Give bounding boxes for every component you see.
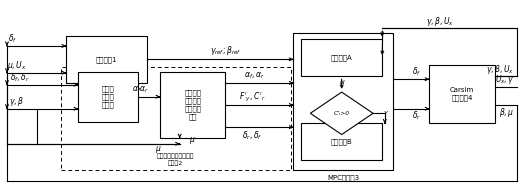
Bar <box>429 65 495 123</box>
Text: N: N <box>340 80 344 85</box>
Text: Carsim
汽车模型4: Carsim 汽车模型4 <box>450 87 474 101</box>
Polygon shape <box>310 92 373 134</box>
Bar <box>66 36 147 83</box>
Text: $\gamma,\beta,U_x$: $\gamma,\beta,U_x$ <box>425 15 454 28</box>
Text: $\delta_r,\delta_f$: $\delta_r,\delta_f$ <box>243 129 263 142</box>
Text: $\delta_f$: $\delta_f$ <box>7 32 17 45</box>
Text: 预测模型B: 预测模型B <box>331 139 353 145</box>
Text: $\alpha_f,\alpha_r$: $\alpha_f,\alpha_r$ <box>244 70 265 81</box>
Text: $\alpha_f\alpha_r$: $\alpha_f\alpha_r$ <box>133 84 149 94</box>
Text: $\mu,U_x$: $\mu,U_x$ <box>6 59 26 72</box>
Text: 轮胎侧向
力和侧偏
局度计算
模块: 轮胎侧向 力和侧偏 局度计算 模块 <box>184 89 201 121</box>
Text: 轮胎侧向力和侧偏局度
处理剹2: 轮胎侧向力和侧偏局度 处理剹2 <box>157 153 194 166</box>
Bar <box>301 124 382 160</box>
Bar <box>293 33 392 170</box>
Text: Y: Y <box>384 111 387 116</box>
Text: $\delta_f,\delta_r$: $\delta_f,\delta_r$ <box>10 71 30 84</box>
Text: 参考模型1: 参考模型1 <box>96 56 117 63</box>
Text: $\gamma,\beta,U_x$: $\gamma,\beta,U_x$ <box>486 62 515 76</box>
Text: $F'_y,C'_r$: $F'_y,C'_r$ <box>239 91 266 104</box>
Text: $\mu$: $\mu$ <box>190 135 196 147</box>
Text: $\gamma_{ref};\beta_{ref}$: $\gamma_{ref};\beta_{ref}$ <box>210 44 241 57</box>
Bar <box>301 39 382 76</box>
Text: C’ᵣ>0: C’ᵣ>0 <box>334 111 350 116</box>
Bar <box>78 72 138 122</box>
Text: $\mu$: $\mu$ <box>156 144 162 155</box>
Text: $\delta_f$: $\delta_f$ <box>411 65 421 78</box>
Text: $\gamma,\beta$: $\gamma,\beta$ <box>9 95 24 108</box>
Bar <box>61 67 291 170</box>
Text: MPC控制器3: MPC控制器3 <box>327 175 359 181</box>
Text: 轮胎侧
偏角计
算模块: 轮胎侧 偏角计 算模块 <box>102 85 114 108</box>
Text: $\beta,\mu$: $\beta,\mu$ <box>499 106 515 119</box>
Text: $U_x,\gamma$: $U_x,\gamma$ <box>495 73 515 86</box>
Text: 预测模型A: 预测模型A <box>331 55 353 61</box>
Text: $\delta_r$: $\delta_r$ <box>411 110 421 122</box>
Bar <box>160 72 225 138</box>
